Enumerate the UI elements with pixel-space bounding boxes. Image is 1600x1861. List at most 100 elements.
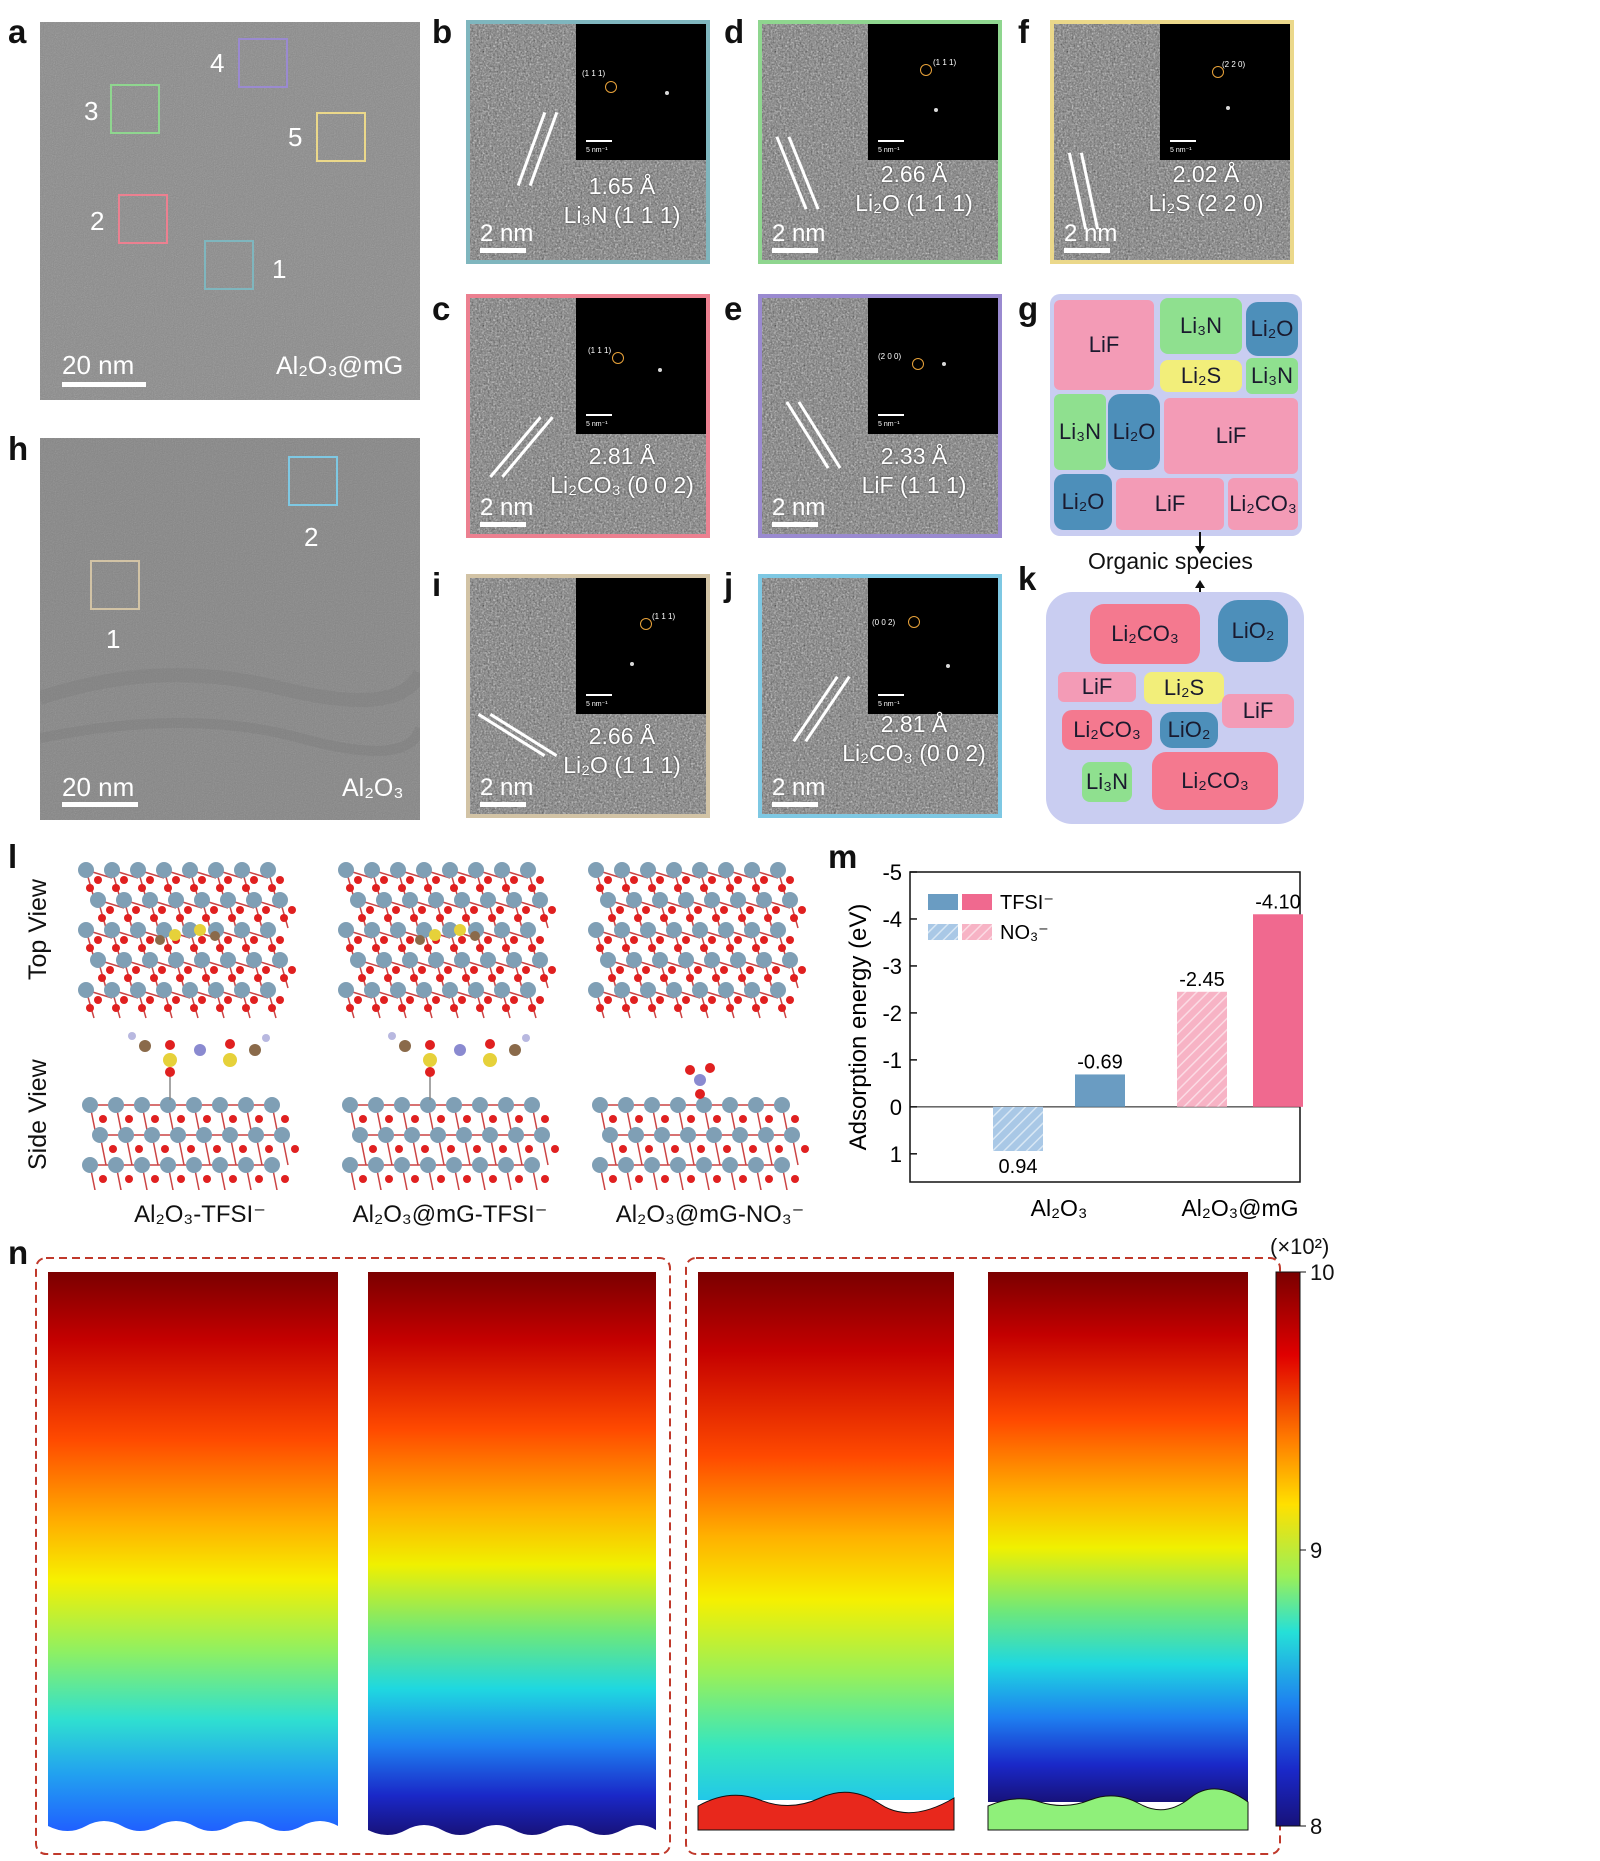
- aluminium-atom: [692, 922, 708, 938]
- oxygen-atom: [398, 1004, 406, 1012]
- carbon-atom: [155, 935, 165, 945]
- aluminium-atom: [208, 982, 224, 998]
- oxygen-atom: [262, 906, 270, 914]
- oxygen-atom: [608, 914, 616, 922]
- y-tick-label: -2: [882, 1001, 902, 1026]
- oxygen-atom: [708, 936, 716, 944]
- oxygen-atom: [436, 914, 444, 922]
- oxygen-atom: [216, 944, 224, 952]
- aluminium-atom: [618, 1097, 634, 1113]
- oxygen-atom: [418, 906, 426, 914]
- oxygen-atom: [489, 1175, 497, 1183]
- oxygen-atom: [622, 1004, 630, 1012]
- panel-label-c: c: [432, 290, 451, 327]
- oxygen-atom: [496, 966, 504, 974]
- aluminium-atom: [692, 982, 708, 998]
- aluminium-atom: [614, 862, 630, 878]
- oxygen-atom: [164, 1004, 172, 1012]
- oxygen-atom: [425, 1067, 435, 1077]
- aluminium-atom: [264, 1097, 280, 1113]
- aluminium-atom: [640, 922, 656, 938]
- aluminium-atom: [442, 862, 458, 878]
- aluminium-atom: [368, 1097, 384, 1113]
- oxygen-atom: [634, 974, 642, 982]
- aluminium-atom: [730, 952, 746, 968]
- aluminium-atom: [260, 922, 276, 938]
- oxygen-atom: [502, 1004, 510, 1012]
- oxygen-atom: [418, 966, 426, 974]
- oxygen-atom: [150, 914, 158, 922]
- oxygen-atom: [540, 914, 548, 922]
- oxygen-atom: [444, 966, 452, 974]
- panel-label-i: i: [432, 566, 442, 603]
- fft-scale-bar: [878, 414, 904, 416]
- aluminium-atom: [520, 922, 536, 938]
- roi-number: 3: [84, 96, 99, 126]
- group-box: [35, 1257, 671, 1855]
- oxygen-atom: [184, 966, 192, 974]
- aluminium-atom: [260, 862, 276, 878]
- oxygen-atom: [463, 1115, 471, 1123]
- aluminium-atom: [416, 862, 432, 878]
- roi-number: 5: [288, 122, 303, 152]
- bar: [1075, 1074, 1125, 1107]
- oxygen-atom: [536, 876, 544, 884]
- d-spacing-label: 2.81 Å Li₂CO₃ (0 0 2): [814, 710, 998, 768]
- aluminium-atom: [170, 1127, 186, 1143]
- fft-inset: (0 0 2) 5 nm⁻¹: [868, 578, 998, 714]
- oxygen-atom: [151, 1115, 159, 1123]
- oxygen-atom: [354, 936, 362, 944]
- oxygen-atom: [411, 1115, 419, 1123]
- oxygen-atom: [705, 1063, 715, 1073]
- aluminium-atom: [600, 952, 616, 968]
- aluminium-atom: [680, 1127, 696, 1143]
- aluminium-atom: [196, 1127, 212, 1143]
- oxygen-atom: [359, 1115, 367, 1123]
- oxygen-atom: [198, 996, 206, 1004]
- oxygen-atom: [648, 944, 656, 952]
- aluminium-atom: [442, 982, 458, 998]
- oxygen-atom: [255, 1115, 263, 1123]
- oxygen-atom: [250, 996, 258, 1004]
- aluminium-atom: [614, 922, 630, 938]
- oxygen-atom: [668, 906, 676, 914]
- oxygen-atom: [385, 1115, 393, 1123]
- oxygen-atom: [473, 1145, 481, 1153]
- oxygen-atom: [380, 936, 388, 944]
- sulfur-atom: [454, 924, 466, 936]
- oxygen-atom: [165, 1067, 175, 1077]
- oxygen-atom: [437, 1175, 445, 1183]
- aluminium-atom: [342, 1097, 358, 1113]
- aluminium-atom: [82, 1097, 98, 1113]
- aluminium-atom: [774, 1097, 790, 1113]
- fft-scale-bar: [586, 414, 612, 416]
- panel-label-k: k: [1018, 560, 1037, 597]
- aluminium-atom: [246, 892, 262, 908]
- aluminium-atom: [430, 1127, 446, 1143]
- aluminium-atom: [670, 1097, 686, 1113]
- scale-bar-label: 20 nm: [62, 772, 135, 802]
- fft-index: (1 1 1): [582, 69, 606, 78]
- oxygen-atom: [656, 936, 664, 944]
- d-spacing-label: 2.66 Å Li₂O (1 1 1): [522, 722, 706, 780]
- oxygen-atom: [642, 966, 650, 974]
- aluminium-atom: [390, 982, 406, 998]
- aluminium-atom: [748, 1157, 764, 1173]
- aluminium-atom: [248, 1127, 264, 1143]
- aluminium-atom: [352, 1127, 368, 1143]
- hrtem-image-i: (1 1 1) 5 nm⁻¹ 2.66 Å Li₂O (1 1 1) 2 nm: [466, 574, 710, 818]
- aluminium-atom: [696, 1097, 712, 1113]
- fft-spot: [605, 81, 617, 93]
- oxygen-atom: [94, 996, 102, 1004]
- aluminium-atom: [160, 1097, 176, 1113]
- oxygen-atom: [695, 1089, 705, 1099]
- oxygen-atom: [462, 914, 470, 922]
- fft-index: (1 1 1): [933, 58, 957, 67]
- roi-box: [118, 194, 168, 244]
- aluminium-atom: [588, 922, 604, 938]
- oxygen-atom: [436, 974, 444, 982]
- oxygen-atom: [225, 1039, 235, 1049]
- oxygen-atom: [682, 996, 690, 1004]
- oxygen-atom: [772, 906, 780, 914]
- oxygen-atom: [510, 996, 518, 1004]
